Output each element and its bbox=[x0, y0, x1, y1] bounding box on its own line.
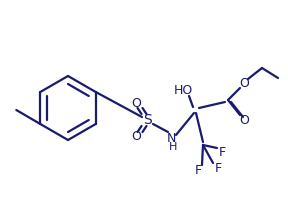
Text: F: F bbox=[218, 146, 226, 158]
Text: H: H bbox=[169, 142, 177, 152]
Text: O: O bbox=[131, 130, 141, 143]
Text: HO: HO bbox=[173, 84, 193, 96]
Text: O: O bbox=[239, 114, 249, 127]
Text: S: S bbox=[144, 113, 152, 127]
Text: F: F bbox=[215, 161, 221, 174]
Text: N: N bbox=[166, 131, 176, 145]
Text: O: O bbox=[239, 77, 249, 89]
Text: O: O bbox=[131, 96, 141, 110]
Text: F: F bbox=[194, 164, 202, 176]
